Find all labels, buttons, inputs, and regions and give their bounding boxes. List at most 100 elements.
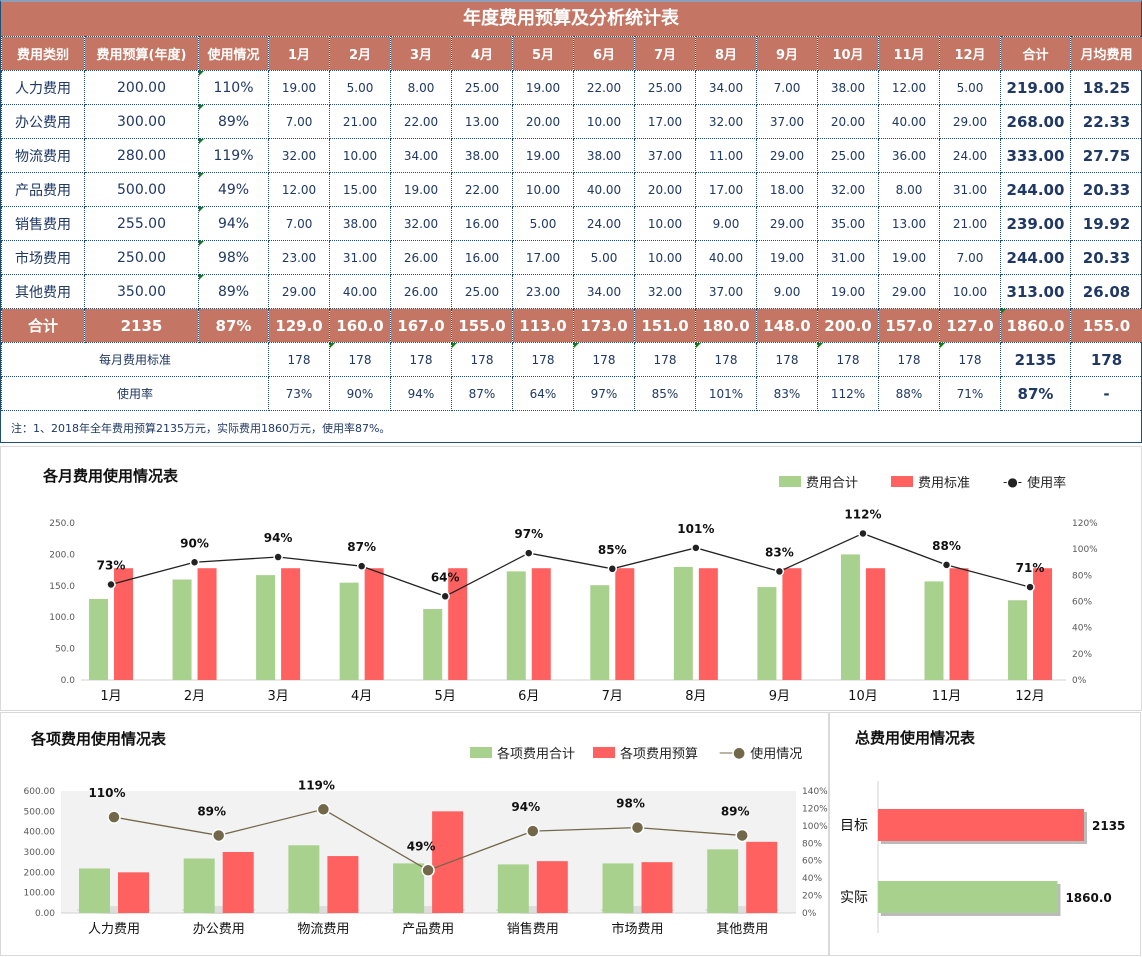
month-cell[interactable]: 21.00 xyxy=(940,207,1001,241)
total-cell[interactable]: 239.00 xyxy=(1001,207,1071,241)
avg-cell[interactable]: 26.08 xyxy=(1071,275,1142,309)
standard-cell[interactable]: 178 xyxy=(818,343,879,377)
rate-cell[interactable]: 112% xyxy=(818,377,879,411)
rate-total[interactable]: 87% xyxy=(1001,377,1071,411)
month-cell[interactable]: 10.00 xyxy=(330,139,391,173)
month-cell[interactable]: 25.00 xyxy=(452,71,513,105)
column-header[interactable]: 2月 xyxy=(330,37,391,71)
category-cell[interactable]: 销售费用 xyxy=(2,207,85,241)
month-cell[interactable]: 34.00 xyxy=(696,71,757,105)
month-cell[interactable]: 5.00 xyxy=(574,241,635,275)
column-header[interactable]: 月均费用 xyxy=(1071,37,1142,71)
standard-cell[interactable]: 178 xyxy=(513,343,574,377)
total-cell[interactable]: 219.00 xyxy=(1001,71,1071,105)
month-cell[interactable]: 32.00 xyxy=(635,275,696,309)
month-cell[interactable]: 34.00 xyxy=(574,275,635,309)
month-cell[interactable]: 23.00 xyxy=(269,241,330,275)
budget-cell[interactable]: 280.00 xyxy=(85,139,199,173)
month-cell[interactable]: 12.00 xyxy=(879,71,940,105)
month-cell[interactable]: 19.00 xyxy=(391,173,452,207)
month-cell[interactable]: 29.00 xyxy=(940,105,1001,139)
usage-cell[interactable]: 98% xyxy=(199,241,269,275)
category-cell[interactable]: 物流费用 xyxy=(2,139,85,173)
month-cell[interactable]: 32.00 xyxy=(269,139,330,173)
month-cell[interactable]: 20.00 xyxy=(513,105,574,139)
rate-cell[interactable]: 71% xyxy=(940,377,1001,411)
total-cell[interactable]: 313.00 xyxy=(1001,275,1071,309)
category-cell[interactable]: 人力费用 xyxy=(2,71,85,105)
month-total[interactable]: 151.0 xyxy=(635,309,696,343)
budget-cell[interactable]: 300.00 xyxy=(85,105,199,139)
rate-avg[interactable]: - xyxy=(1071,377,1142,411)
month-cell[interactable]: 29.00 xyxy=(757,207,818,241)
month-cell[interactable]: 37.00 xyxy=(635,139,696,173)
column-header[interactable]: 1月 xyxy=(269,37,330,71)
month-cell[interactable]: 26.00 xyxy=(391,275,452,309)
month-cell[interactable]: 20.00 xyxy=(635,173,696,207)
month-cell[interactable]: 5.00 xyxy=(513,207,574,241)
month-cell[interactable]: 9.00 xyxy=(757,275,818,309)
total-cell[interactable]: 244.00 xyxy=(1001,173,1071,207)
total-label[interactable]: 合计 xyxy=(2,309,85,343)
month-cell[interactable]: 19.00 xyxy=(513,71,574,105)
column-header[interactable]: 6月 xyxy=(574,37,635,71)
month-cell[interactable]: 8.00 xyxy=(391,71,452,105)
usage-cell[interactable]: 89% xyxy=(199,275,269,309)
standard-cell[interactable]: 178 xyxy=(757,343,818,377)
month-cell[interactable]: 32.00 xyxy=(696,105,757,139)
month-cell[interactable]: 37.00 xyxy=(696,275,757,309)
category-cell[interactable]: 其他费用 xyxy=(2,275,85,309)
standard-cell[interactable]: 178 xyxy=(879,343,940,377)
budget-total[interactable]: 2135 xyxy=(85,309,199,343)
rate-label[interactable]: 使用率 xyxy=(2,377,269,411)
avg-cell[interactable]: 19.92 xyxy=(1071,207,1142,241)
month-cell[interactable]: 17.00 xyxy=(696,173,757,207)
month-cell[interactable]: 17.00 xyxy=(513,241,574,275)
month-cell[interactable]: 5.00 xyxy=(330,71,391,105)
month-cell[interactable]: 32.00 xyxy=(818,173,879,207)
month-cell[interactable]: 40.00 xyxy=(574,173,635,207)
usage-cell[interactable]: 119% xyxy=(199,139,269,173)
rate-cell[interactable]: 94% xyxy=(391,377,452,411)
rate-cell[interactable]: 90% xyxy=(330,377,391,411)
standard-cell[interactable]: 178 xyxy=(696,343,757,377)
month-total[interactable]: 200.0 xyxy=(818,309,879,343)
month-cell[interactable]: 8.00 xyxy=(879,173,940,207)
standard-label[interactable]: 每月费用标准 xyxy=(2,343,269,377)
month-cell[interactable]: 29.00 xyxy=(757,139,818,173)
month-total[interactable]: 167.0 xyxy=(391,309,452,343)
category-cell[interactable]: 办公费用 xyxy=(2,105,85,139)
month-cell[interactable]: 25.00 xyxy=(452,275,513,309)
month-total[interactable]: 180.0 xyxy=(696,309,757,343)
month-cell[interactable]: 7.00 xyxy=(940,241,1001,275)
month-cell[interactable]: 10.00 xyxy=(635,207,696,241)
rate-cell[interactable]: 97% xyxy=(574,377,635,411)
standard-cell[interactable]: 178 xyxy=(635,343,696,377)
month-cell[interactable]: 12.00 xyxy=(269,173,330,207)
month-cell[interactable]: 17.00 xyxy=(635,105,696,139)
month-cell[interactable]: 40.00 xyxy=(330,275,391,309)
column-header[interactable]: 5月 xyxy=(513,37,574,71)
avg-cell[interactable]: 18.25 xyxy=(1071,71,1142,105)
month-cell[interactable]: 10.00 xyxy=(635,241,696,275)
budget-cell[interactable]: 250.00 xyxy=(85,241,199,275)
column-header[interactable]: 11月 xyxy=(879,37,940,71)
month-cell[interactable]: 35.00 xyxy=(818,207,879,241)
month-cell[interactable]: 7.00 xyxy=(269,105,330,139)
month-cell[interactable]: 38.00 xyxy=(818,71,879,105)
column-header[interactable]: 合计 xyxy=(1001,37,1071,71)
usage-cell[interactable]: 89% xyxy=(199,105,269,139)
month-cell[interactable]: 19.00 xyxy=(513,139,574,173)
month-cell[interactable]: 31.00 xyxy=(330,241,391,275)
month-cell[interactable]: 32.00 xyxy=(391,207,452,241)
standard-cell[interactable]: 178 xyxy=(391,343,452,377)
month-cell[interactable]: 26.00 xyxy=(391,241,452,275)
column-header[interactable]: 10月 xyxy=(818,37,879,71)
rate-cell[interactable]: 88% xyxy=(879,377,940,411)
column-header[interactable]: 费用类别 xyxy=(2,37,85,71)
month-cell[interactable]: 13.00 xyxy=(879,207,940,241)
category-cell[interactable]: 产品费用 xyxy=(2,173,85,207)
column-header[interactable]: 7月 xyxy=(635,37,696,71)
avg-total[interactable]: 155.0 xyxy=(1071,309,1142,343)
